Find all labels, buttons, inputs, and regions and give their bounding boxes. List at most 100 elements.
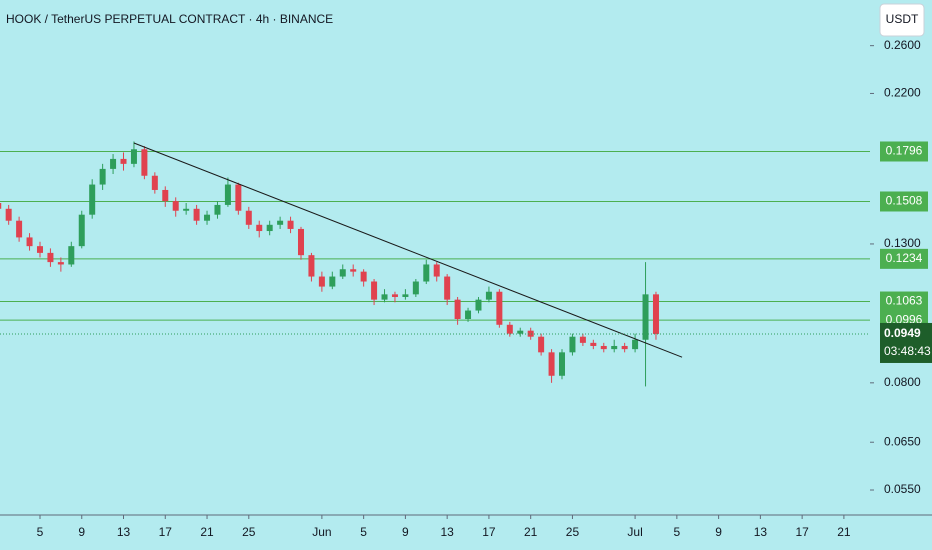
candle-body [287,220,294,229]
level-label: 0.1063 [886,294,923,308]
x-tick-label: 17 [795,525,809,539]
candle-body [99,168,106,185]
candle-body [465,310,472,319]
candle-body [26,237,33,247]
last-price-tag [880,322,932,363]
y-tick-label: 0.0650 [884,434,921,448]
x-tick-label: Jun [312,525,331,539]
candle-body [266,224,273,232]
level-label: 0.1796 [886,144,923,158]
x-tick-label: 13 [440,525,454,539]
candle-body [485,291,492,300]
candle-body [391,294,398,297]
candle-body [569,336,576,353]
candle-body [329,276,336,287]
x-tick-label: 5 [360,525,367,539]
x-tick-label: 17 [159,525,173,539]
currency-button[interactable] [879,3,925,37]
candle-body [235,184,242,211]
y-tick-label: 0.0800 [884,375,921,389]
candle-body [559,352,566,376]
candle-body [652,294,659,334]
candle-body [130,149,137,164]
x-axis-band [0,515,932,550]
candle-body [412,281,419,295]
y-tick-label: 0.0550 [884,482,921,496]
candle-body [151,175,158,190]
x-tick-label: 9 [402,525,409,539]
trend-line [133,142,683,358]
x-tick-label: 25 [242,525,256,539]
candle-body [89,184,96,215]
candle-body [517,330,524,334]
currency-label[interactable]: USDT [886,12,919,26]
candle-body [308,255,315,277]
candle-body [318,276,325,287]
candle-body [632,339,639,350]
candle-body [204,214,211,221]
candle-body [16,220,23,238]
candle-body [36,246,43,253]
candle-body [162,189,169,202]
level-tag [880,191,928,212]
x-tick-label: 25 [566,525,580,539]
candle-body [141,149,148,176]
candle-body [256,224,263,232]
candle-body [433,264,440,277]
chart-title: HOOK / TetherUS PERPETUAL CONTRACT · 4h … [6,12,333,26]
x-tick-label: 5 [674,525,681,539]
candle-body [57,262,64,265]
x-tick-label: 9 [715,525,722,539]
countdown-label: 03:48:43 [884,344,931,358]
candle-body [350,269,357,272]
x-tick-label: 13 [117,525,131,539]
level-tag [880,291,928,312]
x-tick-label: 21 [200,525,214,539]
candle-body [183,208,190,211]
candle-body [402,294,409,297]
candle-body [245,210,252,225]
level-label: 0.1508 [886,194,923,208]
y-tick-label: 0.2200 [884,86,921,100]
candle-body [297,228,304,256]
candle-body [47,252,54,263]
candle-body [120,158,127,164]
x-tick-label: 17 [482,525,496,539]
candle-body [172,201,179,211]
candle-body [78,214,85,247]
x-tick-label: 9 [78,525,85,539]
candle-body [423,264,430,282]
candle-body [454,299,461,319]
level-label: 0.1234 [886,251,923,265]
candle-body [110,158,117,169]
candle-body [579,336,586,343]
candle-body [548,352,555,376]
candle-body [339,269,346,277]
candle-body [496,291,503,325]
x-tick-label: Jul [627,525,642,539]
x-tick-label: 21 [837,525,851,539]
level-label: 0.0996 [886,312,923,326]
candle-body [277,220,284,225]
level-tag [880,248,928,269]
candle-body [527,330,534,337]
candle-body [5,208,12,221]
candle-body [193,208,200,221]
candle-body [621,345,628,350]
last-price-label: 0.0949 [884,326,921,340]
candle-body [68,246,75,265]
candle-body [224,184,231,205]
candle-body [214,204,221,215]
candle-body [371,281,378,300]
candle-body [360,271,367,282]
candle-body [642,294,649,340]
level-tag [880,141,928,162]
candle-body [381,294,388,300]
x-tick-label: 5 [37,525,44,539]
candle-body [590,342,597,346]
candle-body [600,345,607,350]
candle-body [0,203,2,209]
x-tick-label: 21 [524,525,538,539]
